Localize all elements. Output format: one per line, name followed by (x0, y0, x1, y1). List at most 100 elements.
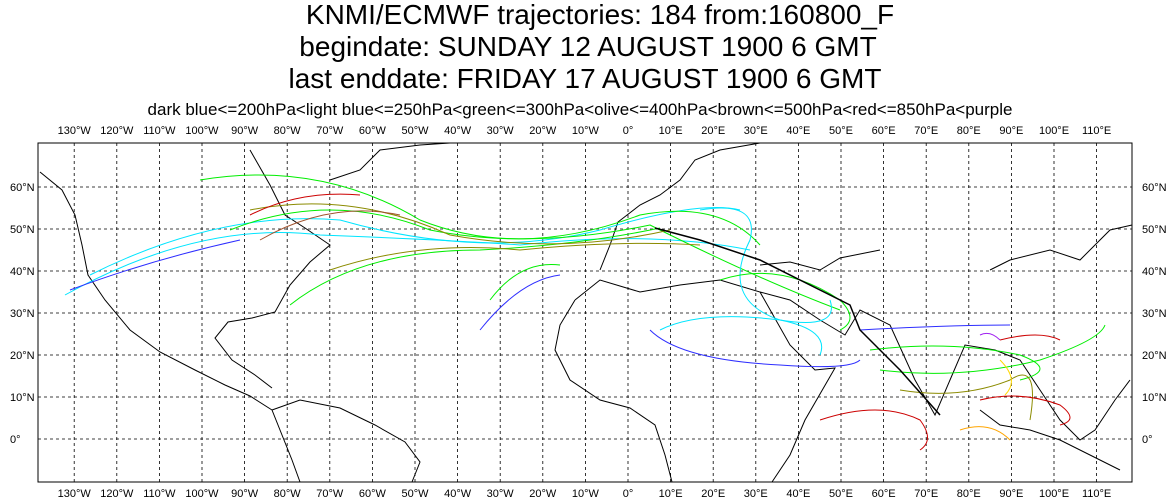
coastline (214, 149, 331, 389)
lon-tick-label: 90°W (231, 488, 259, 500)
lon-tick-label: 20°E (701, 125, 725, 137)
lon-tick-label: 130°W (58, 125, 92, 137)
lon-tick-label: 90°E (999, 488, 1023, 500)
coastline (271, 409, 301, 483)
trajectory (979, 395, 1071, 426)
trajectory (249, 203, 671, 245)
trajectory (69, 239, 241, 291)
lon-tick-label: 110°W (143, 488, 176, 500)
lon-tick-label: 100°W (185, 488, 219, 500)
lon-tick-label: 10°E (659, 125, 683, 137)
coastline (271, 399, 421, 483)
lon-tick-label: 70°W (316, 488, 344, 500)
trajectory (259, 210, 401, 241)
lon-tick-label: 120°W (100, 488, 134, 500)
trajectory (859, 324, 1011, 331)
lon-tick-label: 80°E (957, 488, 981, 500)
grid (38, 143, 1132, 482)
lon-tick-label: 20°W (529, 488, 557, 500)
lat-tick-label: 0° (10, 434, 21, 446)
lon-tick-label: 20°W (529, 125, 557, 137)
lon-tick-label: 40°E (786, 125, 810, 137)
lat-tick-label: 30°N (1142, 308, 1167, 320)
lon-tick-label: 130°W (58, 488, 92, 500)
lon-tick-label: 110°E (1082, 125, 1111, 137)
lon-tick-label: 10°W (572, 125, 600, 137)
trajectory (999, 359, 1012, 396)
lon-tick-label: 70°W (316, 125, 344, 137)
lon-tick-label: 10°E (659, 488, 683, 500)
map-frame (37, 142, 1133, 483)
coastlines (39, 142, 1133, 483)
lat-tick-label: 50°N (10, 224, 35, 236)
lat-tick-label: 60°N (10, 182, 35, 194)
trajectory (979, 332, 1001, 341)
lon-tick-label: 120°W (100, 125, 134, 137)
lon-tick-label: 30°W (487, 488, 515, 500)
coastline (989, 224, 1133, 271)
trajectory (89, 207, 741, 276)
trajectory (329, 242, 701, 271)
legend: dark blue<=200hPa<light blue<=250hPa<gre… (148, 100, 1013, 119)
trajectory (229, 209, 841, 311)
lon-tick-label: 30°W (487, 125, 515, 137)
lon-tick-label: 110°E (1082, 488, 1111, 500)
lon-tick-label: 90°E (999, 125, 1023, 137)
trajectory (249, 193, 361, 216)
lon-tick-label: 50°E (829, 488, 853, 500)
lat-tick-label: 20°N (10, 350, 35, 362)
lon-tick-label: 40°W (444, 488, 472, 500)
trajectory (879, 324, 1106, 374)
trajectories (64, 174, 1106, 451)
lon-tick-label: 50°W (401, 488, 429, 500)
trajectory (649, 329, 861, 368)
lon-tick-label: 10°W (572, 488, 600, 500)
trajectory (959, 426, 1011, 441)
title-line: begindate: SUNDAY 12 AUGUST 1900 6 GMT (299, 31, 876, 62)
title-line: KNMI/ECMWF trajectories: 184 from:160800… (306, 0, 894, 30)
lon-tick-label: 70°E (914, 488, 938, 500)
lon-tick-label: 40°E (786, 488, 810, 500)
coastline (979, 409, 1121, 471)
lon-tick-label: 110°W (143, 125, 176, 137)
lon-tick-label: 90°W (231, 125, 259, 137)
trajectory (659, 316, 822, 356)
coastline (39, 171, 273, 411)
coastline (329, 142, 451, 181)
lon-tick-label: 80°E (957, 125, 981, 137)
trajectory (819, 409, 928, 451)
lon-tick-label: 80°W (274, 125, 302, 137)
lon-tick-label: 30°E (744, 125, 768, 137)
lon-tick-label: 100°E (1039, 488, 1069, 500)
trajectory (289, 227, 661, 306)
title-line: last enddate: FRIDAY 17 AUGUST 1900 6 GM… (289, 63, 882, 94)
lon-tick-label: 20°E (701, 488, 725, 500)
lon-tick-label: 30°E (744, 488, 768, 500)
trajectory (479, 274, 561, 331)
lon-tick-label: 60°W (359, 125, 387, 137)
trajectory (999, 334, 1061, 341)
trajectory (489, 263, 561, 301)
coastline (574, 279, 836, 483)
lon-tick-label: 40°W (444, 125, 472, 137)
trajectory (899, 374, 1033, 421)
trajectory (199, 174, 761, 246)
lat-tick-label: 40°N (1142, 266, 1167, 278)
trajectory (869, 345, 1041, 381)
coastline (759, 249, 881, 271)
coastline (599, 142, 761, 271)
lat-tick-label: 60°N (1142, 182, 1167, 194)
coastline (554, 299, 673, 483)
trajectory (719, 272, 851, 331)
lon-tick-label: 60°E (872, 488, 896, 500)
lon-tick-label: 50°E (829, 125, 853, 137)
trajectory (64, 232, 751, 296)
lat-tick-label: 40°N (10, 266, 35, 278)
coastline (759, 291, 1131, 441)
lon-tick-label: 100°E (1039, 125, 1069, 137)
lat-tick-label: 10°N (1142, 392, 1167, 404)
lat-tick-label: 10°N (10, 392, 35, 404)
lon-tick-label: 0° (623, 488, 634, 500)
lon-tick-label: 0° (623, 125, 634, 137)
